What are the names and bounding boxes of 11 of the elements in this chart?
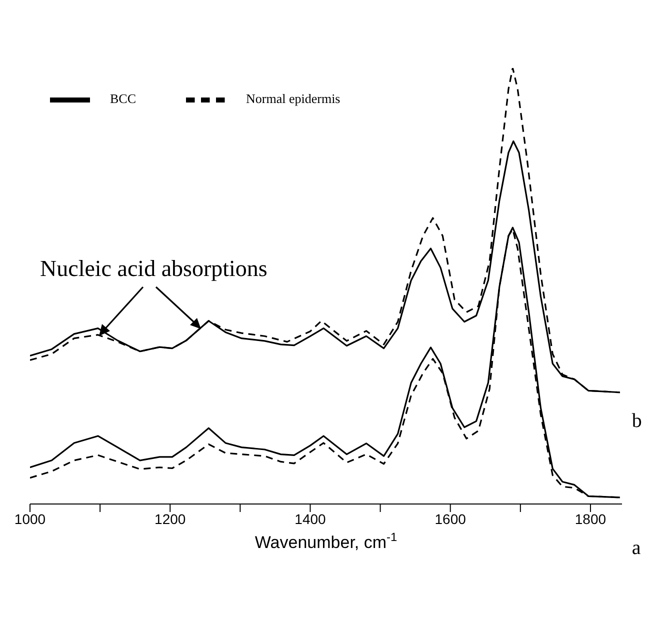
x-tick-label: 1400: [294, 510, 326, 527]
annotation: b: [632, 410, 642, 432]
x-axis-title: Wavenumber, cm$^{-1}$: [254, 530, 398, 552]
x-tick-label: 1000: [14, 510, 46, 527]
annotation: a: [632, 537, 641, 560]
x-tick-label: 1600: [434, 510, 466, 527]
annotation: Nucleic acid absorptions: [40, 256, 268, 281]
x-tick-label: 1200: [154, 510, 186, 527]
legend-label: Normal epidermis: [246, 90, 340, 106]
x-tick-label: 1800: [574, 510, 606, 527]
legend-label: BCC: [110, 90, 136, 106]
